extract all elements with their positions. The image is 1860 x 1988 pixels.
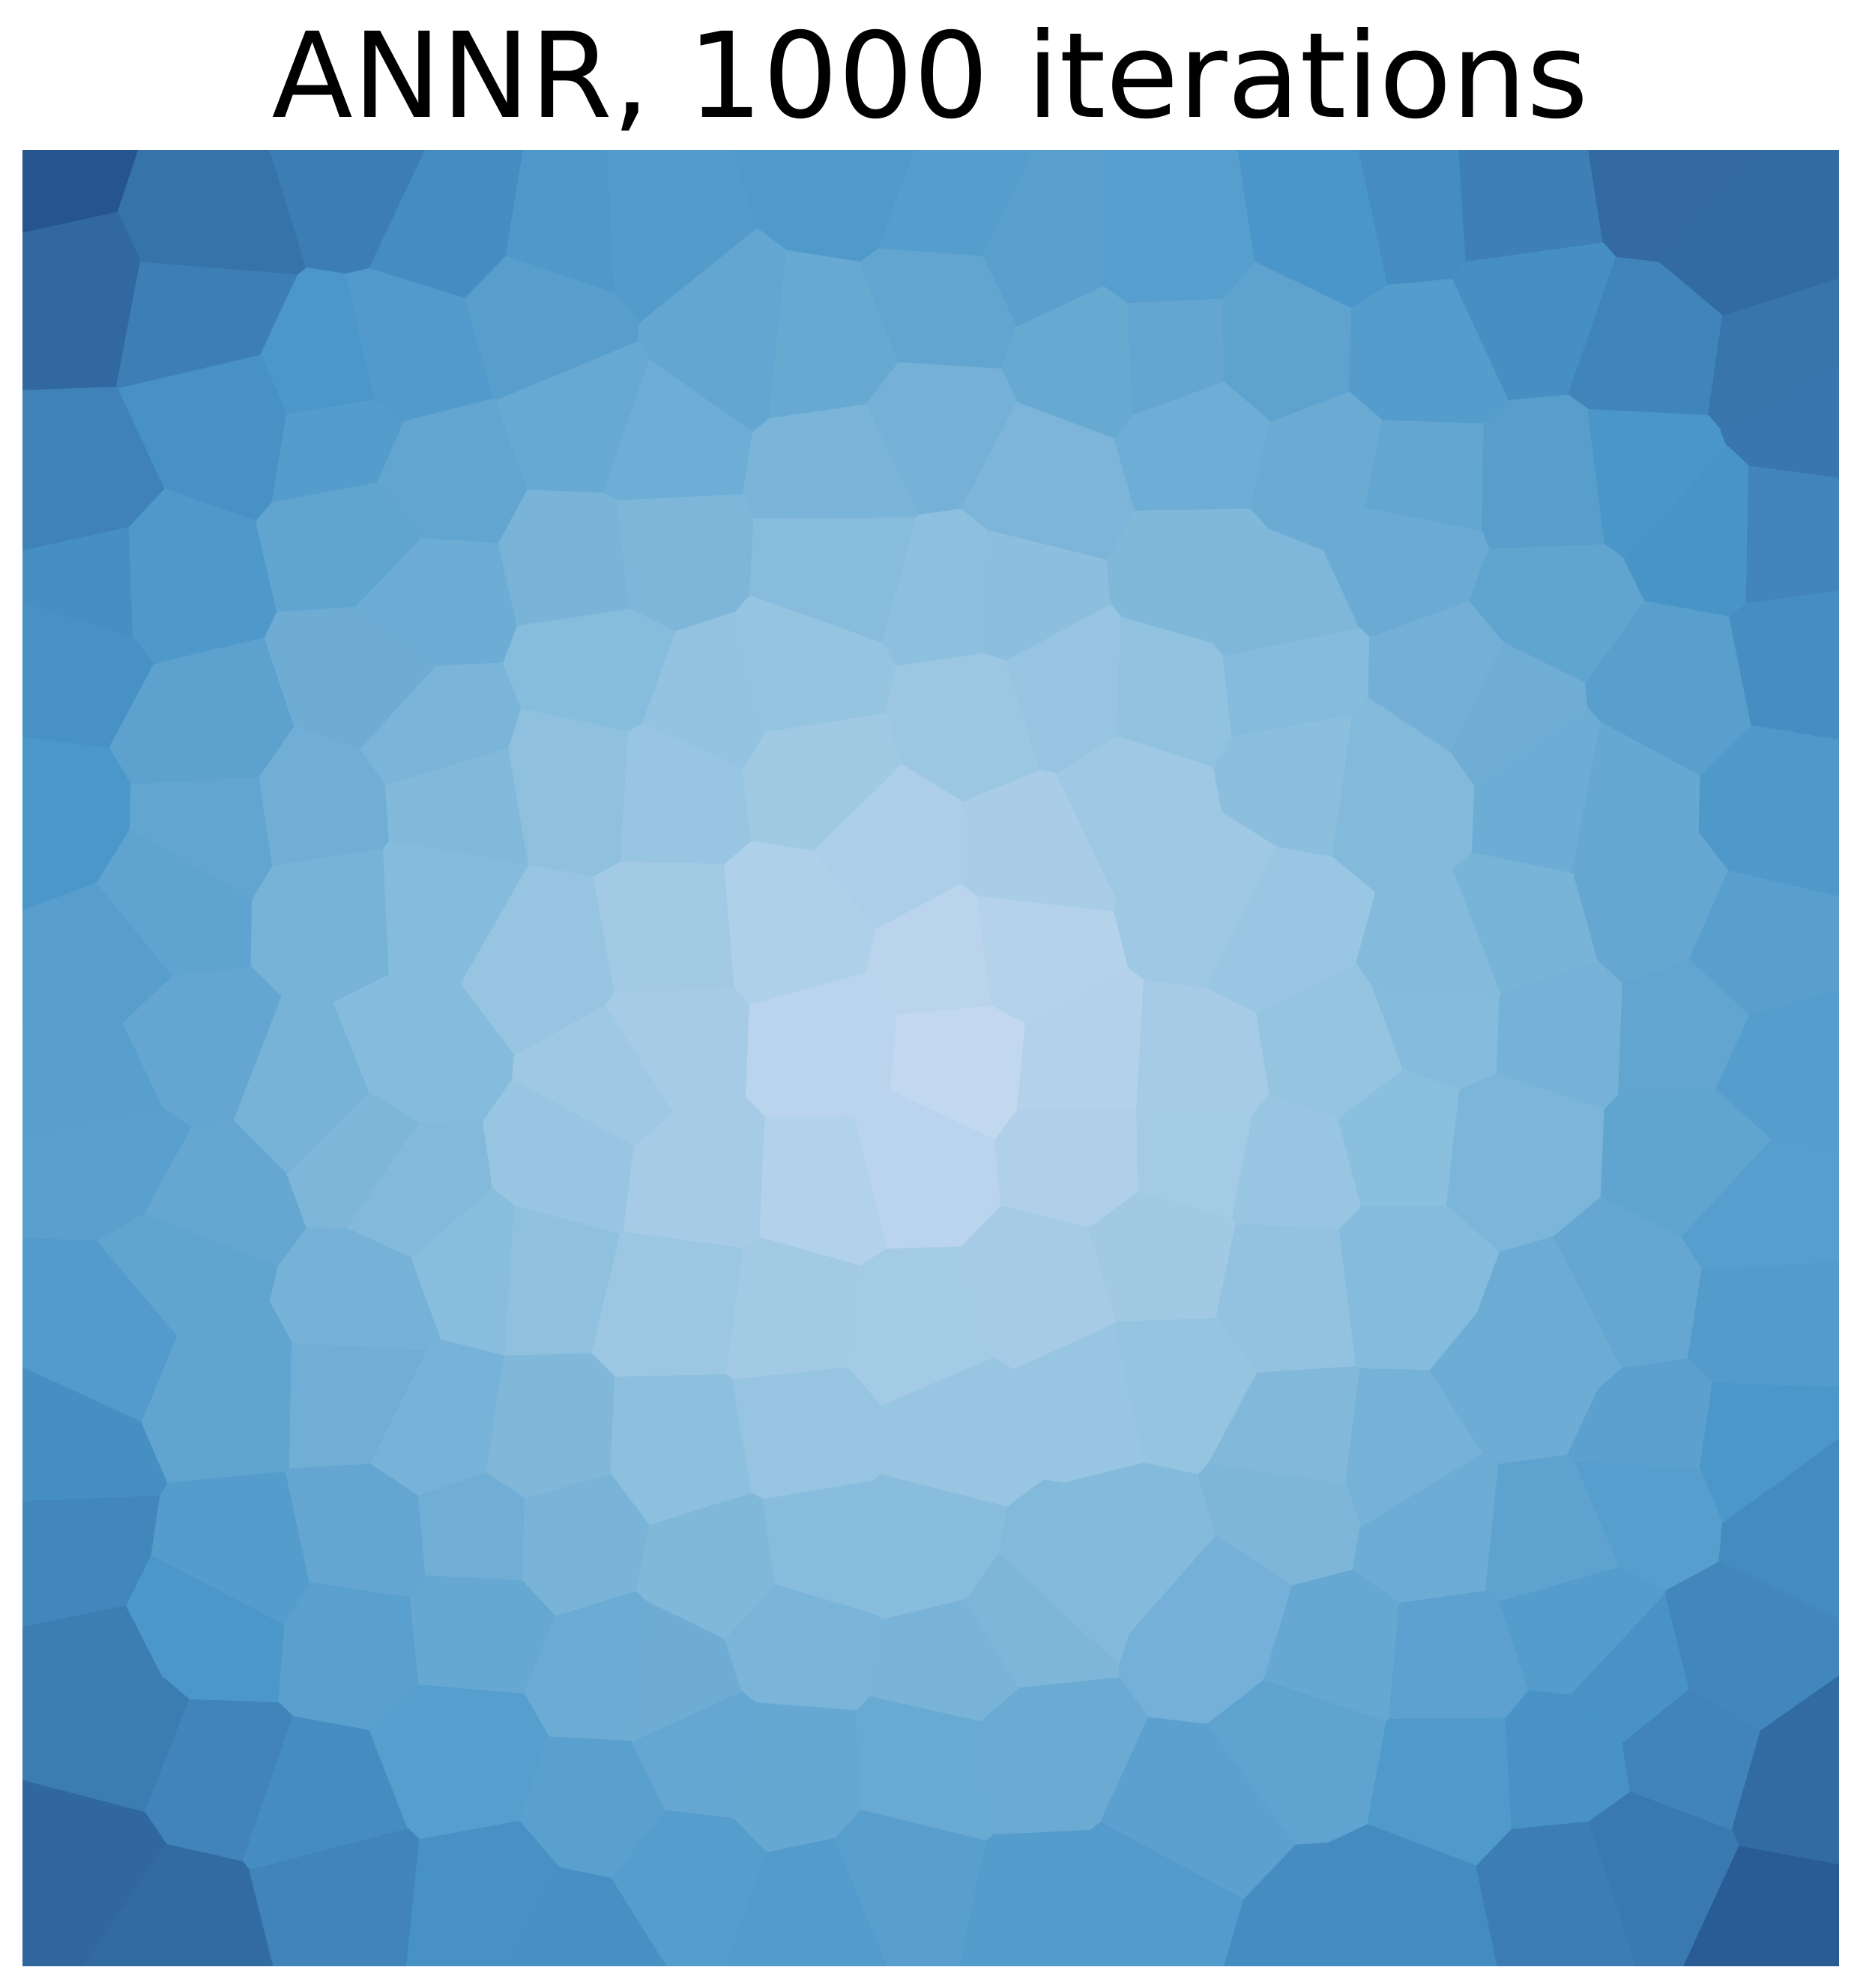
voronoi-cell: [834, 1810, 987, 1966]
voronoi-cell: [1745, 465, 1839, 605]
voronoi-cell: [22, 1780, 167, 1966]
voronoi-cell: [959, 1830, 1108, 1966]
voronoi-cell: [612, 1810, 767, 1966]
voronoi-cell: [616, 494, 755, 632]
voronoi-cell: [1327, 1824, 1499, 1966]
voronoi-cell: [485, 1353, 616, 1499]
voronoi-cell: [508, 708, 629, 878]
voronoi-cell: [405, 1820, 561, 1966]
voronoi-cell: [498, 489, 631, 627]
voronoi-mosaic: [22, 150, 1839, 1966]
voronoi-cell: [1482, 394, 1606, 550]
figure-title: ANNR, 1000 iterations: [271, 7, 1589, 145]
voronoi-cell: [732, 1367, 882, 1501]
voronoi-cell: [249, 1828, 420, 1966]
voronoi-cell: [1683, 1846, 1839, 1966]
voronoi-cell: [1458, 150, 1604, 263]
voronoi-cell: [1102, 150, 1256, 304]
voronoi-cell: [1090, 1822, 1245, 1966]
voronoi-cell: [1476, 1821, 1637, 1966]
voronoi-cell: [1224, 1842, 1368, 1966]
voronoi-cell: [250, 848, 390, 1003]
voronoi-cell: [593, 861, 736, 993]
voronoi-cell: [84, 1843, 274, 1966]
voronoi-mosaic-canvas: [22, 150, 1839, 1966]
voronoi-cell: [1687, 1262, 1839, 1389]
voronoi-cell: [1588, 1791, 1740, 1966]
